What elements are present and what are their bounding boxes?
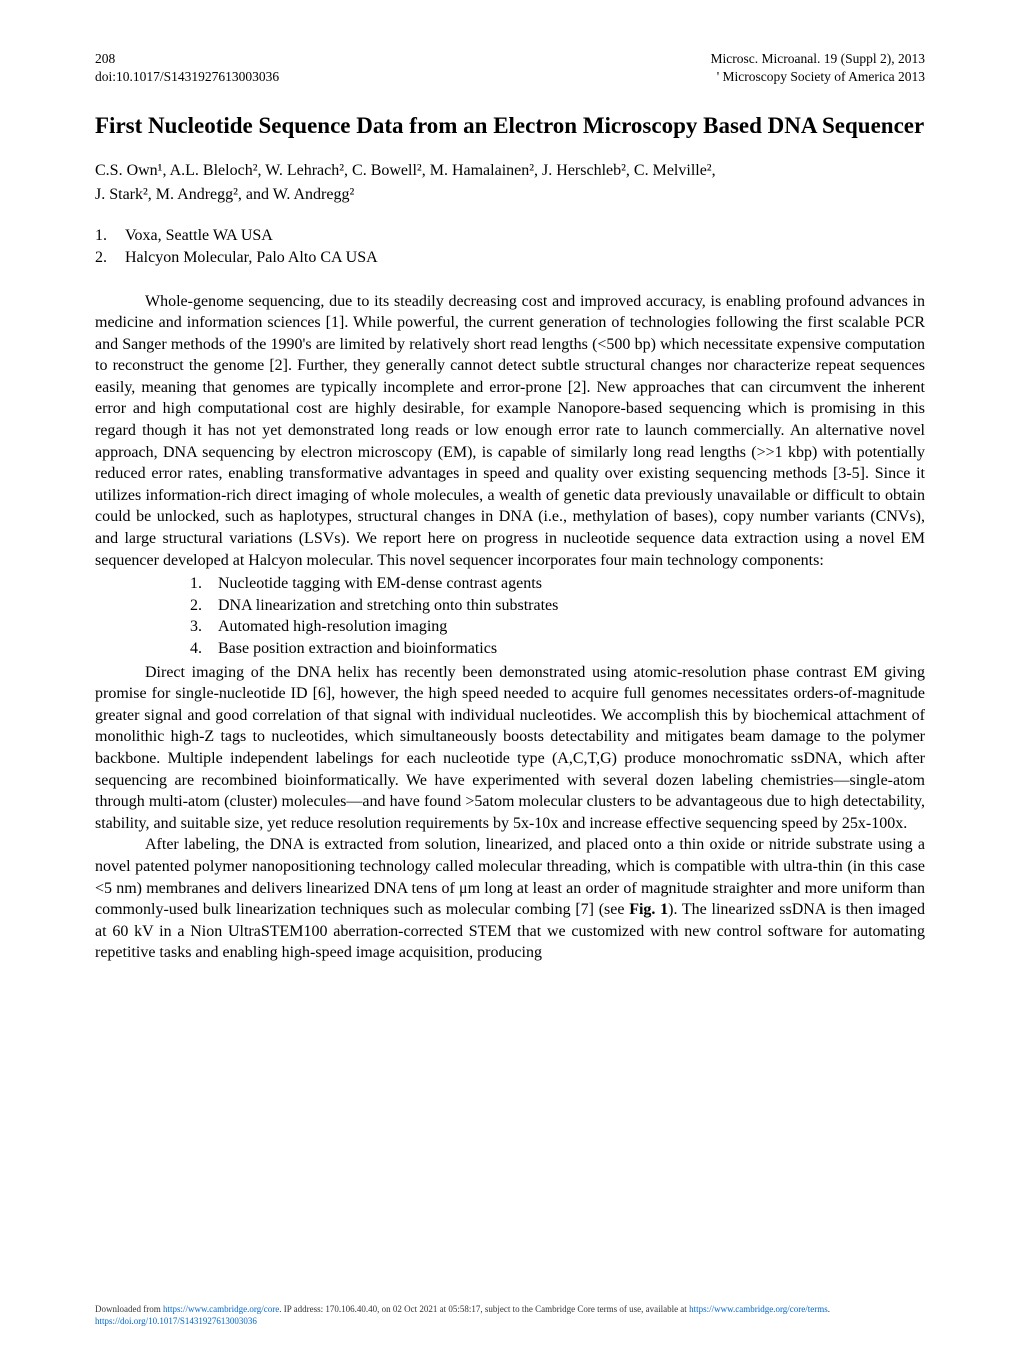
footer-line-1: Downloaded from https://www.cambridge.or…: [95, 1304, 925, 1316]
paper-title: First Nucleotide Sequence Data from an E…: [95, 111, 925, 141]
affiliation-num: 1.: [95, 225, 125, 247]
page-header: 208 doi:10.1017/S1431927613003036 Micros…: [95, 50, 925, 86]
affiliation-text: Voxa, Seattle WA USA: [125, 225, 273, 247]
footer-text: Downloaded from: [95, 1304, 163, 1314]
footer-text: .: [828, 1304, 830, 1314]
list-item-num: 3.: [190, 616, 218, 638]
footer-link-cambridge-core[interactable]: https://www.cambridge.org/core: [163, 1304, 279, 1314]
list-item-text: Nucleotide tagging with EM-dense contras…: [218, 573, 542, 595]
header-left: 208 doi:10.1017/S1431927613003036: [95, 50, 279, 86]
page-number: 208: [95, 50, 279, 68]
affiliation-item: 1. Voxa, Seattle WA USA: [95, 225, 925, 247]
doi-text: doi:10.1017/S1431927613003036: [95, 68, 279, 86]
list-item: 3. Automated high-resolution imaging: [190, 616, 925, 638]
list-item: 4. Base position extraction and bioinfor…: [190, 638, 925, 660]
footer-link-doi[interactable]: https://doi.org/10.1017/S143192761300303…: [95, 1316, 257, 1326]
affiliation-item: 2. Halcyon Molecular, Palo Alto CA USA: [95, 247, 925, 269]
header-right: Microsc. Microanal. 19 (Suppl 2), 2013 '…: [711, 50, 925, 86]
authors-line-1: C.S. Own¹, A.L. Bleloch², W. Lehrach², C…: [95, 159, 925, 183]
figure-reference: Fig. 1: [629, 901, 668, 918]
authors-line-2: J. Stark², M. Andregg², and W. Andregg²: [95, 183, 925, 207]
list-item-num: 1.: [190, 573, 218, 595]
list-item-text: Base position extraction and bioinformat…: [218, 638, 497, 660]
affiliation-text: Halcyon Molecular, Palo Alto CA USA: [125, 247, 378, 269]
page-footer: Downloaded from https://www.cambridge.or…: [95, 1304, 925, 1327]
body-paragraph-3: After labeling, the DNA is extracted fro…: [95, 834, 925, 964]
footer-text: . IP address: 170.106.40.40, on 02 Oct 2…: [279, 1304, 689, 1314]
journal-citation: Microsc. Microanal. 19 (Suppl 2), 2013: [711, 50, 925, 68]
list-item-text: Automated high-resolution imaging: [218, 616, 447, 638]
authors-block: C.S. Own¹, A.L. Bleloch², W. Lehrach², C…: [95, 159, 925, 207]
list-item-num: 4.: [190, 638, 218, 660]
list-item: 1. Nucleotide tagging with EM-dense cont…: [190, 573, 925, 595]
affiliation-num: 2.: [95, 247, 125, 269]
body-paragraph-2: Direct imaging of the DNA helix has rece…: [95, 662, 925, 835]
list-item: 2. DNA linearization and stretching onto…: [190, 595, 925, 617]
technology-components-list: 1. Nucleotide tagging with EM-dense cont…: [190, 573, 925, 659]
body-paragraph-1: Whole-genome sequencing, due to its stea…: [95, 291, 925, 572]
copyright-text: ' Microscopy Society of America 2013: [711, 68, 925, 86]
footer-line-2: https://doi.org/10.1017/S143192761300303…: [95, 1316, 925, 1328]
list-item-num: 2.: [190, 595, 218, 617]
list-item-text: DNA linearization and stretching onto th…: [218, 595, 558, 617]
affiliations-block: 1. Voxa, Seattle WA USA 2. Halcyon Molec…: [95, 225, 925, 268]
footer-link-terms[interactable]: https://www.cambridge.org/core/terms: [689, 1304, 828, 1314]
